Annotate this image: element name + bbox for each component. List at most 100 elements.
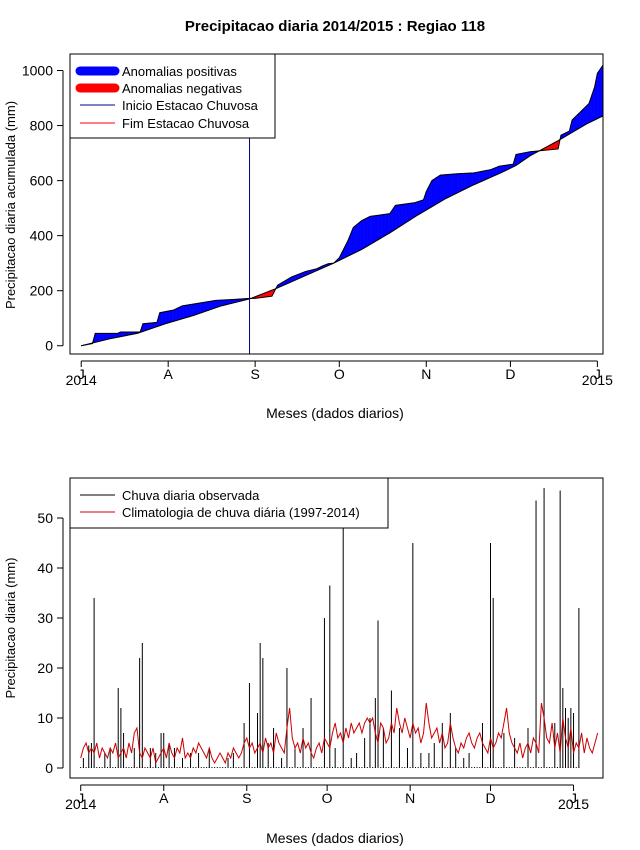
y-tick-label: 50 [37,510,53,526]
anomaly-positive-segment [204,301,207,312]
anomaly-positive-segment [518,153,521,164]
anomaly-positive-segment [473,172,476,186]
y-tick-label: 600 [30,173,54,189]
legend-label-climatology: Climatologia de chuva diária (1997-2014) [122,505,360,520]
anomaly-positive-segment [102,333,104,341]
anomaly-positive-segment [396,204,399,229]
anomaly-positive-segment [361,219,364,250]
x-tick-label: J [78,366,85,382]
anomaly-positive-segment [162,311,165,325]
x-tick-label: D [485,790,495,806]
x-tick-label: A [159,790,169,806]
anomaly-positive-segment [402,203,405,226]
anomaly-positive-segment [180,305,183,320]
y-tick-label: 10 [37,710,53,726]
anomaly-positive-segment [184,304,187,319]
anomaly-positive-segment [210,300,212,310]
climatology-cumulative-line [81,115,604,347]
anomaly-positive-segment [104,333,107,341]
anomaly-positive-segment [179,306,182,320]
anomaly-positive-segment [430,180,433,208]
anomaly-positive-segment [428,183,431,209]
anomaly-positive-segment [142,323,145,332]
anomaly-positive-segment [357,222,360,252]
x-tick-label: A [164,366,174,382]
x-tick-label: S [250,366,259,382]
anomaly-positive-segment [374,215,376,243]
anomaly-positive-segment [166,310,169,324]
anomaly-positive-segment [375,215,378,242]
anomaly-positive-segment [197,302,200,315]
anomaly-positive-segment [362,218,365,249]
anomaly-positive-segment [207,301,210,311]
anomaly-positive-segment [365,217,368,248]
anomaly-positive-segment [444,174,447,200]
anomaly-positive-segment [376,214,379,241]
x-tick-label: O [334,366,345,382]
anomaly-positive-segment [583,107,585,127]
anomaly-positive-segment [405,203,407,224]
anomaly-positive-segment [200,302,203,314]
anomaly-positive-segment [371,215,374,244]
year-label: 2015 [558,796,589,812]
anomaly-positive-segment [409,202,412,221]
anomaly-positive-segment [163,311,166,325]
anomaly-positive-segment [383,213,386,237]
anomaly-positive-segment [110,333,113,339]
anomaly-positive-segment [419,200,421,215]
anomaly-positive-segment [496,166,499,176]
anomaly-positive-segment [176,307,179,321]
legend-label-positive: Anomalias positivas [122,64,237,79]
anomaly-positive-segment [172,309,174,322]
anomaly-positive-segment [413,202,416,219]
anomaly-positive-segment [468,172,470,188]
anomaly-positive-segment [368,216,371,246]
anomaly-positive-segment [517,153,520,165]
anomaly-positive-segment [398,204,400,228]
chart-top-y-axis: 0 200 400 600 800 1000 [22,63,64,354]
y-tick-label: 30 [37,610,53,626]
anomaly-positive-segment [358,221,361,252]
anomaly-positive-segment [364,218,367,249]
x-tick-label: J [570,790,577,806]
anomaly-positive-segment [217,299,219,308]
anomaly-positive-segment [410,202,413,220]
anomaly-positive-segment [144,323,146,332]
anomaly-positive-segment [109,333,111,340]
chart-top-xlabel: Meses (dados diarios) [266,405,404,421]
anomaly-positive-segment [459,173,462,192]
anomaly-positive-segment [159,312,162,326]
anomaly-positive-segment [221,299,224,307]
anomaly-positive-segment [587,103,590,124]
anomaly-positive-segment [215,300,218,309]
chart-bottom-legend: Chuva diaria observada Climatologia de c… [69,477,389,529]
anomaly-positive-segment [578,111,581,129]
anomaly-positive-segment [214,300,217,309]
anomaly-positive-segment [212,300,215,310]
y-tick-label: 0 [45,760,53,776]
anomaly-positive-segment [494,167,497,176]
anomaly-positive-segment [479,171,482,183]
anomaly-positive-segment [177,306,180,321]
year-label: 2015 [582,372,613,388]
anomaly-positive-segment [597,70,599,119]
anomaly-positive-segment [174,308,177,322]
anomaly-positive-segment [107,333,110,340]
anomaly-positive-segment [187,304,190,318]
climatology-line-layer [80,702,599,765]
anomaly-positive-segment [577,112,580,130]
anomaly-positive-segment [399,204,402,228]
anomaly-positive-segment [581,108,584,128]
anomaly-positive-segment [211,300,214,310]
anomaly-positive-segment [442,174,445,201]
climatology-daily-line [80,702,599,765]
chart-bottom-ylabel: Precipitacao diaria (mm) [3,558,18,699]
x-tick-label: J [594,366,601,382]
anomaly-positive-segment [465,173,468,190]
anomaly-positive-segment [515,153,518,166]
anomaly-positive-segment [354,224,357,254]
anomaly-positive-segment [182,305,184,320]
anomaly-positive-segment [201,302,204,313]
anomaly-positive-segment [499,165,501,174]
observed-cumulative-line [81,64,604,347]
